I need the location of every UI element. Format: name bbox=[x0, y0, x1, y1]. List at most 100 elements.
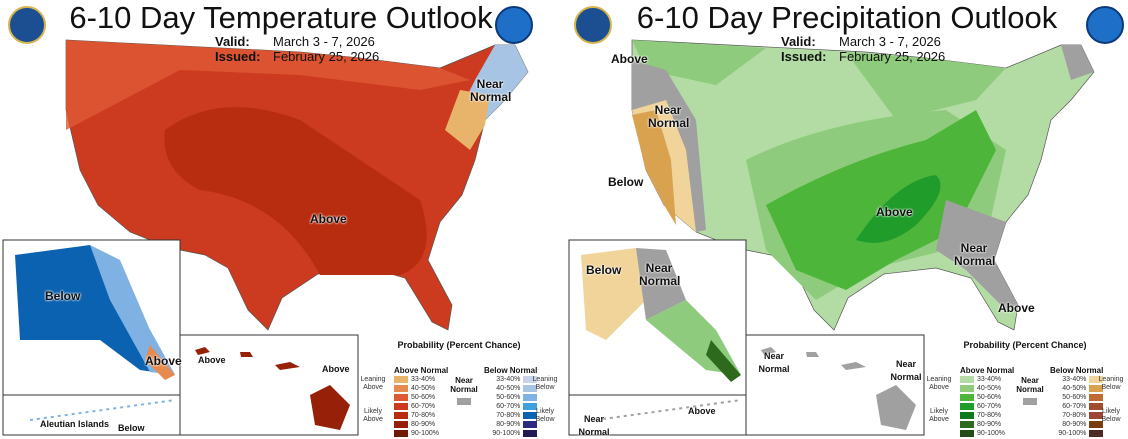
legend-swatch bbox=[523, 412, 538, 419]
legend-swatch bbox=[394, 412, 408, 419]
legend-swatch bbox=[523, 403, 538, 410]
legend-above-row: 80-90% bbox=[960, 420, 1014, 429]
aleutian-inset bbox=[568, 394, 747, 436]
hawaii-islands bbox=[761, 347, 916, 430]
below-ca-core bbox=[632, 110, 676, 225]
legend-swatch bbox=[1089, 394, 1104, 401]
below-normal-header: Below Normal bbox=[484, 366, 538, 375]
label-near-normal-hawaii-w: Near Normal bbox=[758, 351, 790, 374]
legend-below-row: 50-60% bbox=[484, 393, 538, 402]
precipitation-legend: Probability (Percent Chance) Leaning Abov… bbox=[924, 340, 1126, 438]
label-below-aleutian: Below bbox=[118, 423, 145, 433]
valid-dates: March 3 - 7, 2026 bbox=[839, 34, 941, 49]
issued-date: February 25, 2026 bbox=[839, 49, 946, 64]
legend-swatch bbox=[960, 430, 974, 437]
legend-swatch bbox=[523, 385, 538, 392]
legend-swatch bbox=[1089, 403, 1104, 410]
precipitation-title: 6-10 Day Precipitation Outlook bbox=[636, 0, 1058, 35]
legend-above-row: 80-90% bbox=[394, 420, 448, 429]
legend-range: 33-40% bbox=[496, 376, 521, 383]
near-normal-se bbox=[936, 200, 1018, 310]
legend-range: 70-80% bbox=[977, 412, 1002, 419]
legend-swatch bbox=[394, 385, 408, 392]
likely-below-label: Likely Below bbox=[1101, 408, 1121, 423]
legend-range: 70-80% bbox=[1062, 412, 1087, 419]
legend-swatch bbox=[523, 394, 538, 401]
noaa-logo-icon bbox=[495, 6, 533, 44]
near-normal-label: Near Normal bbox=[450, 376, 478, 394]
legend-range: 33-40% bbox=[1062, 376, 1087, 383]
legend-range: 40-50% bbox=[1062, 385, 1087, 392]
legend-below-row: 50-60% bbox=[1050, 393, 1104, 402]
legend-range: 80-90% bbox=[1062, 421, 1087, 428]
legend-swatch bbox=[960, 421, 974, 428]
legend-below-row: 70-80% bbox=[1050, 411, 1104, 420]
near-normal-key: Near Normal bbox=[446, 376, 482, 405]
near-normal-key: Near Normal bbox=[1012, 376, 1048, 405]
legend-below-row: 60-70% bbox=[484, 402, 538, 411]
legend-above-row: 70-80% bbox=[394, 411, 448, 420]
label-below-alaska: Below bbox=[586, 263, 622, 277]
alaska-above-se bbox=[706, 340, 741, 382]
likely-below-label: Likely Below bbox=[535, 408, 555, 423]
near-normal-swatch bbox=[1023, 398, 1037, 405]
leaning-above-label: Leaning Above bbox=[360, 376, 386, 391]
legend-range: 70-80% bbox=[411, 412, 436, 419]
leaning-below-label: Leaning Below bbox=[1098, 376, 1124, 391]
label-aleutian: Aleutian Islands bbox=[40, 419, 110, 429]
legend-range: 40-50% bbox=[977, 385, 1002, 392]
legend-range: 50-60% bbox=[411, 394, 436, 401]
legend-above-row: 33-40% bbox=[394, 375, 448, 384]
legend-above-row: 50-60% bbox=[960, 393, 1014, 402]
legend-swatch bbox=[394, 403, 408, 410]
legend-above-row: 60-70% bbox=[960, 402, 1014, 411]
issued-line: Issued: February 25, 2026 bbox=[215, 49, 379, 64]
noaa-logo-icon bbox=[1086, 6, 1124, 44]
legend-swatch bbox=[394, 376, 408, 383]
label-below-alaska: Below bbox=[45, 289, 81, 303]
alaska-near bbox=[636, 248, 686, 320]
valid-dates: March 3 - 7, 2026 bbox=[273, 34, 375, 49]
legend-above-row: 40-50% bbox=[960, 384, 1014, 393]
label-above-hawaii-e: Above bbox=[322, 364, 350, 374]
leaning-below-label: Leaning Below bbox=[532, 376, 558, 391]
above-core bbox=[766, 110, 996, 290]
legend-above-row: 50-60% bbox=[394, 393, 448, 402]
issued-line: Issued: February 25, 2026 bbox=[781, 49, 945, 64]
legend-range: 80-90% bbox=[496, 421, 521, 428]
above-core bbox=[164, 107, 427, 275]
label-above-nw: Above bbox=[611, 52, 648, 66]
legend-swatch bbox=[1089, 421, 1104, 428]
label-near-normal-se: Near Normal bbox=[954, 241, 996, 268]
near-normal-ne bbox=[1061, 45, 1094, 80]
label-above: Above bbox=[310, 212, 347, 226]
legend-below-row: 90-100% bbox=[1050, 429, 1104, 438]
valid-line: Valid: March 3 - 7, 2026 bbox=[781, 34, 941, 49]
legend-above-row: 90-100% bbox=[394, 429, 448, 438]
legend-swatch bbox=[523, 430, 538, 437]
temperature-map bbox=[2, 39, 529, 436]
legend-range: 33-40% bbox=[411, 376, 436, 383]
legend-range: 80-90% bbox=[977, 421, 1002, 428]
legend-swatch bbox=[394, 394, 408, 401]
legend-swatch bbox=[1089, 412, 1104, 419]
legend-range: 90-100% bbox=[411, 430, 440, 437]
legend-swatch bbox=[1089, 430, 1104, 437]
valid-line: Valid: March 3 - 7, 2026 bbox=[215, 34, 375, 49]
near-normal-swatch bbox=[457, 398, 471, 405]
label-near-normal-alaska: Near Normal bbox=[639, 261, 681, 288]
leaning-above-ne bbox=[445, 90, 490, 150]
legend-range: 50-60% bbox=[977, 394, 1002, 401]
legend-below-row: 33-40% bbox=[484, 375, 538, 384]
legend-range: 40-50% bbox=[411, 385, 436, 392]
legend-swatch bbox=[960, 376, 974, 383]
legend-below-row: 40-50% bbox=[1050, 384, 1104, 393]
legend-below-row: 90-100% bbox=[484, 429, 538, 438]
legend-swatch bbox=[394, 430, 408, 437]
likely-above-label: Likely Above bbox=[929, 408, 949, 423]
legend-range: 60-70% bbox=[496, 403, 521, 410]
legend-above-row: 60-70% bbox=[394, 402, 448, 411]
near-normal-label: Near Normal bbox=[1016, 376, 1044, 394]
legend-swatch bbox=[394, 421, 408, 428]
above-normal-header: Above Normal bbox=[960, 366, 1015, 375]
